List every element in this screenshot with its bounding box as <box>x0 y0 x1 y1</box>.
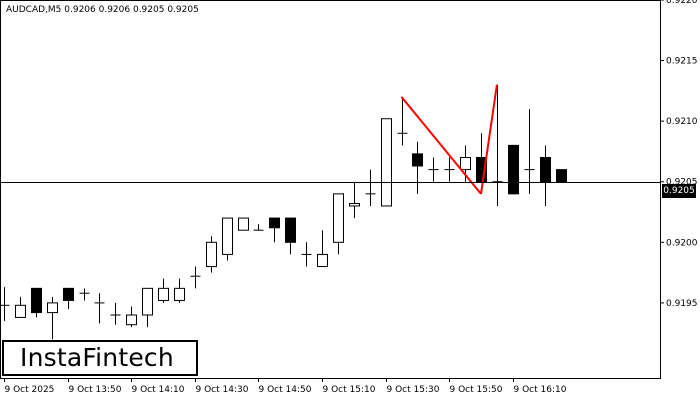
candle <box>365 169 376 206</box>
candles-layer <box>0 84 567 340</box>
brand-logo-text: InstaFintech <box>20 343 174 372</box>
y-tick-label: 0.9210 <box>666 117 698 127</box>
candle <box>412 141 423 194</box>
brand-logo: InstaFintech <box>2 340 198 376</box>
candle-body-bull <box>317 253 328 268</box>
candle-body-bear <box>285 217 296 243</box>
price-axis[interactable]: 0.9220 0.9215 0.9210 0.9205 0.9200 0.9195 <box>660 0 698 309</box>
candle <box>126 306 137 328</box>
x-tick-label: 9 Oct 13:50 <box>69 385 122 395</box>
candle <box>190 266 201 289</box>
y-tick-label: 0.9200 <box>666 238 698 248</box>
candle-body-bull <box>349 203 360 207</box>
candle-body-bull <box>47 302 58 314</box>
candle <box>444 157 455 182</box>
candle-body-bull <box>333 193 344 243</box>
y-tick-label: 0.9220 <box>666 0 698 6</box>
candle-body-bull <box>222 217 233 255</box>
candle-body-bull <box>238 217 249 231</box>
x-tick-label: 9 Oct 16:10 <box>514 385 567 395</box>
candle <box>94 293 105 324</box>
pattern-line <box>400 96 482 195</box>
candle-body-bull <box>126 314 137 326</box>
y-tick-label: 0.9195 <box>666 299 698 309</box>
candle <box>540 145 551 206</box>
candle-body-bear <box>412 153 423 167</box>
y-tick-label: 0.9205 <box>666 178 698 188</box>
candle-body-bull <box>158 287 169 301</box>
candle <box>206 236 217 273</box>
candle <box>285 217 296 255</box>
x-tick-label: 9 Oct 2025 <box>5 385 55 395</box>
candle-body-bear <box>508 144 519 195</box>
plot-frame <box>0 0 661 379</box>
candle <box>142 287 153 328</box>
candle-body-bull <box>15 304 26 318</box>
candle-body-bear <box>31 287 42 314</box>
y-tick-label: 0.9215 <box>666 57 698 67</box>
candle <box>476 133 487 183</box>
candle-body-bear <box>63 287 74 301</box>
time-axis[interactable]: 9 Oct 2025 9 Oct 13:50 9 Oct 14:10 9 Oct 14… <box>4 378 567 395</box>
candle-body-bull <box>206 241 217 268</box>
candle <box>269 217 280 243</box>
symbol-ohlc-header: AUDCAD,M5 0.9206 0.9206 0.9205 0.9205 <box>6 5 199 15</box>
candle <box>31 287 42 318</box>
candle <box>174 278 185 303</box>
candle <box>15 296 26 318</box>
candle <box>317 230 328 268</box>
x-tick-label: 9 Oct 14:30 <box>196 385 249 395</box>
candle <box>0 287 10 322</box>
candle-body-bull <box>381 118 392 207</box>
candle <box>158 278 169 303</box>
candle <box>397 96 408 146</box>
candle <box>349 181 360 219</box>
candle-body-bear <box>540 157 551 183</box>
pattern-line <box>480 84 498 194</box>
candle <box>222 217 233 261</box>
candle <box>47 296 58 340</box>
candle-body-bear <box>269 217 280 229</box>
candle-body-bear <box>476 157 487 183</box>
candle-body-bear <box>556 169 567 183</box>
candle <box>381 118 392 207</box>
candle <box>524 109 535 194</box>
x-tick-label: 9 Oct 15:30 <box>387 385 440 395</box>
candle <box>428 157 439 182</box>
candle <box>79 288 90 301</box>
candle <box>333 193 344 255</box>
x-tick-label: 9 Oct 15:10 <box>323 385 376 395</box>
candle-body-bull <box>460 157 471 171</box>
current-price-tag: 0.9205 <box>662 184 696 198</box>
pattern-layer <box>400 84 498 195</box>
x-tick-label: 9 Oct 15:50 <box>450 385 503 395</box>
candle <box>110 302 121 325</box>
candle <box>301 242 312 267</box>
candle <box>63 287 74 309</box>
x-tick-label: 9 Oct 14:10 <box>132 385 185 395</box>
candle <box>492 84 503 206</box>
candle <box>508 144 519 195</box>
candle <box>238 217 249 231</box>
candle <box>253 224 264 231</box>
x-tick-label: 9 Oct 14:50 <box>259 385 312 395</box>
candle <box>556 169 567 183</box>
candle-body-bull <box>174 287 185 301</box>
candle-body-bull <box>142 287 153 316</box>
